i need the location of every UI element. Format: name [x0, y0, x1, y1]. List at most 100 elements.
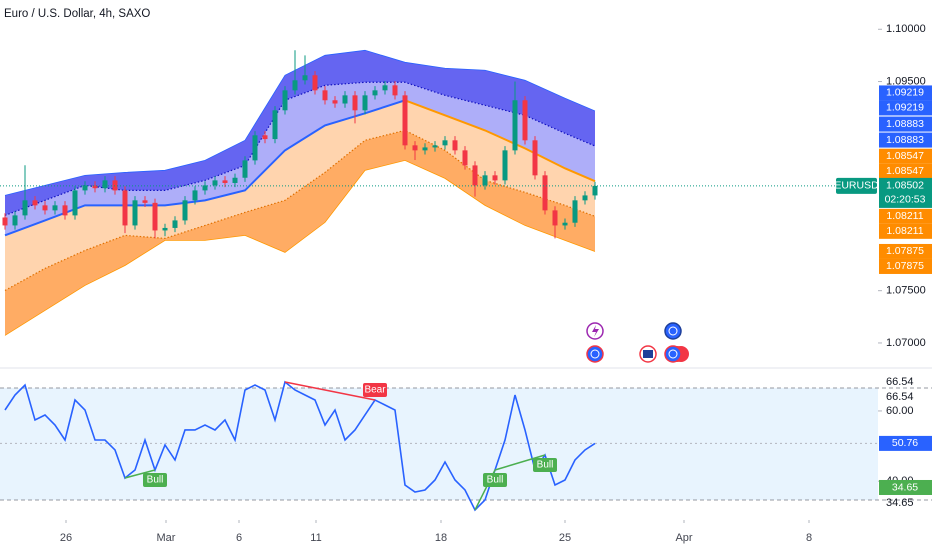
- divergence-line: [284, 381, 376, 401]
- x-tick-label: 26: [60, 532, 72, 544]
- band-value-tag: 1.08547: [886, 165, 924, 177]
- divergence-line: [124, 469, 156, 479]
- event-icon-glyph: [590, 349, 600, 359]
- candle-body: [312, 75, 318, 91]
- band-line: [4, 99, 596, 237]
- band-value-tag: 1.08547: [886, 150, 924, 162]
- candle-body: [22, 200, 28, 216]
- band-value-tag-bg: [879, 163, 932, 179]
- band-label: 66.54: [886, 376, 914, 388]
- candle-body: [112, 180, 118, 191]
- candle-body: [162, 227, 168, 231]
- band-line: [4, 159, 596, 336]
- divergence-label-bg: [143, 472, 167, 487]
- band-value-tag-bg: [879, 258, 932, 274]
- candle-body: [182, 200, 188, 221]
- candle-body: [572, 200, 578, 223]
- band-value-tag-bg: [879, 243, 932, 259]
- candle-body: [32, 200, 38, 206]
- candle-body: [42, 205, 48, 211]
- candle-body: [482, 175, 488, 186]
- candle-body: [152, 202, 158, 231]
- candle-body: [92, 185, 98, 189]
- band-value-tag: 1.08883: [886, 118, 924, 130]
- rsi-band: [0, 387, 878, 500]
- candle-body: [282, 90, 288, 111]
- chart-title: Euro / U.S. Dollar, 4h, SAXO: [4, 8, 150, 20]
- event-icon[interactable]: [664, 345, 682, 363]
- price-tag: 1.08502: [886, 180, 924, 192]
- candle-body: [472, 165, 478, 186]
- price-tag-bg: [879, 177, 932, 208]
- axes: 1.10000 1.09500 1.07500 1.07000 1.09219 1.092…: [0, 23, 932, 544]
- candle-body: [132, 200, 138, 226]
- divergence-label-bg: [533, 457, 557, 472]
- y-tick-label: 1.09500: [886, 75, 926, 87]
- candle-body: [452, 140, 458, 151]
- candle-body: [242, 160, 248, 178]
- candle-body: [432, 145, 438, 148]
- y-tick-label: 1.07500: [886, 285, 926, 297]
- symbol-tag-bg: [836, 177, 877, 194]
- candle-body: [172, 220, 178, 228]
- candle-body: [512, 100, 518, 151]
- candle-body: [332, 100, 338, 104]
- candle-body: [362, 95, 368, 111]
- band-value-tag: 1.07875: [886, 260, 924, 272]
- candle-body: [532, 140, 538, 176]
- candle-body: [542, 175, 548, 211]
- band-value-tag: 1.08883: [886, 134, 924, 146]
- candle-body: [82, 185, 88, 191]
- candle-body: [52, 205, 58, 211]
- candle-body: [202, 185, 208, 191]
- band-line: [4, 129, 596, 291]
- lower-band-tag-bg: [879, 479, 932, 495]
- band-label: 66.54: [886, 391, 914, 403]
- candle-body: [522, 100, 528, 141]
- event-icon[interactable]: [586, 345, 604, 363]
- divergence-label: Bear: [364, 385, 386, 396]
- x-tick-label: 6: [236, 532, 242, 544]
- rsi-pane: Bull Bear Bull Bull: [0, 380, 932, 512]
- candle-body: [552, 210, 558, 226]
- candle-body: [122, 190, 128, 226]
- candle-body: [272, 110, 278, 140]
- band-fill: [5, 50, 595, 216]
- band-value-tag: 1.09219: [886, 87, 924, 99]
- event-icon-glyph: [668, 326, 678, 336]
- band-fill: [5, 130, 595, 336]
- event-icons: [586, 322, 689, 363]
- candle-body: [12, 215, 18, 226]
- candle-body: [492, 175, 498, 181]
- candle-body: [442, 140, 448, 146]
- band-fill: [5, 82, 595, 236]
- candle-body: [562, 222, 568, 226]
- band-value-tag: 1.08211: [886, 210, 923, 222]
- candle-body: [2, 217, 8, 226]
- candle-body: [382, 85, 388, 91]
- candle-body: [232, 177, 238, 183]
- band-value-tag-bg: [879, 148, 932, 164]
- divergence-label: Bull: [537, 460, 554, 471]
- candle-body: [582, 195, 588, 201]
- candle-body: [292, 80, 298, 91]
- event-icon-glyph: [643, 350, 653, 358]
- y-tick-label: 1.07000: [886, 337, 926, 349]
- candle-body: [62, 205, 68, 216]
- band-value-tag: 1.09219: [886, 102, 924, 114]
- candle-body: [142, 200, 148, 203]
- rsi-line: [4, 380, 596, 512]
- candle-body: [402, 95, 408, 146]
- x-tick-label: 18: [435, 532, 447, 544]
- candle-body: [592, 185, 598, 196]
- band-value-tag: 1.08211: [886, 225, 923, 237]
- divergence-label: Bull: [147, 475, 164, 486]
- band-fill: [5, 100, 595, 291]
- band-value-tag-bg: [879, 132, 932, 148]
- y-tick-label: 1.10000: [886, 23, 926, 35]
- countdown: 02:20:53: [885, 194, 926, 206]
- candle-body: [502, 150, 508, 181]
- event-icon[interactable]: [664, 322, 682, 340]
